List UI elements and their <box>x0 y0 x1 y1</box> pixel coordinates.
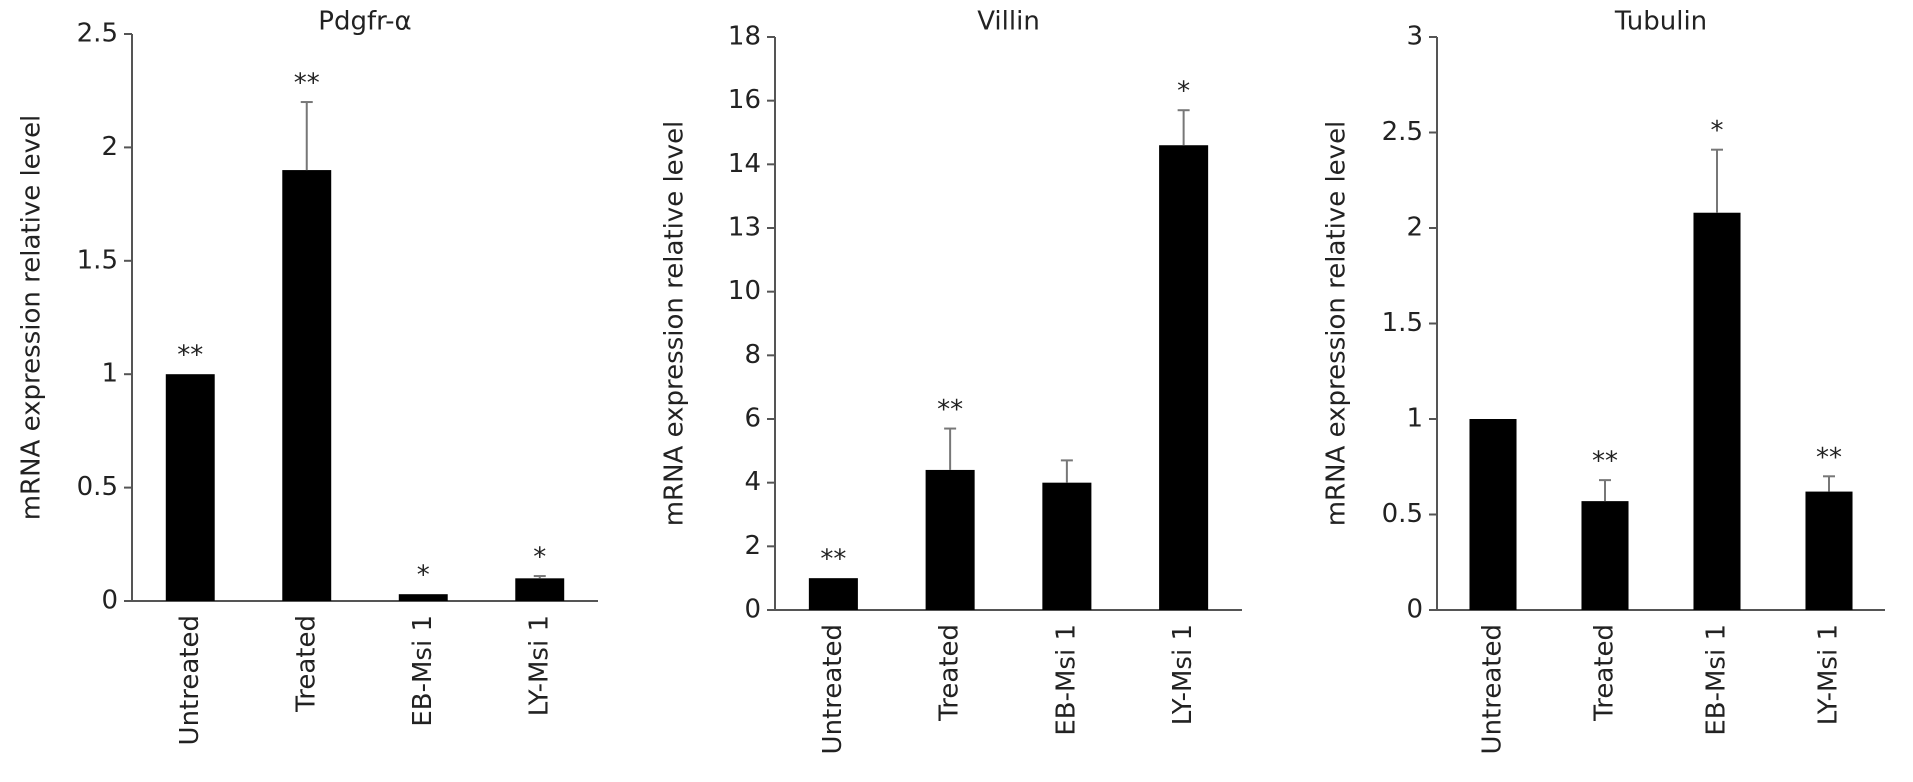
y-tick-label: 4 <box>744 467 761 497</box>
y-tick-label: 1 <box>101 359 118 389</box>
significance: * <box>1177 77 1190 107</box>
y-tick-label: 0 <box>101 586 118 616</box>
y-tick-label: 0.5 <box>77 472 118 502</box>
x-tick-label: EB-Msi 1 <box>1702 624 1732 736</box>
bar <box>1581 501 1629 610</box>
y-axis-label: mRNA expression relative level <box>660 121 690 527</box>
significance: * <box>533 543 546 573</box>
significance: * <box>417 561 430 591</box>
y-tick-label: 18 <box>728 22 761 52</box>
y-tick-label: 6 <box>744 404 761 434</box>
y-tick-label: 2.5 <box>77 19 118 49</box>
y-tick-label: 10 <box>728 276 761 306</box>
bar <box>925 469 975 610</box>
significance: * <box>1711 116 1724 146</box>
bar <box>165 374 215 601</box>
y-tick-label: 14 <box>728 149 761 179</box>
bar <box>1159 145 1209 610</box>
y-tick-label: 13 <box>728 213 761 243</box>
bar <box>282 170 332 601</box>
x-tick-label: Treated <box>291 615 321 713</box>
y-tick-label: 2 <box>1406 213 1423 243</box>
significance: ** <box>1592 447 1618 477</box>
x-tick-label: Untreated <box>1478 624 1508 754</box>
bar <box>1805 491 1853 610</box>
x-tick-label: Treated <box>935 624 965 722</box>
significance: ** <box>937 395 963 425</box>
bar <box>1469 419 1517 610</box>
y-tick-label: 2 <box>101 132 118 162</box>
bar <box>515 578 565 601</box>
x-tick-label: Untreated <box>175 615 205 745</box>
chart-title: Tubulin <box>1614 7 1707 37</box>
y-tick-label: 0 <box>1406 595 1423 625</box>
y-tick-label: 2 <box>744 531 761 561</box>
significance: ** <box>294 69 320 99</box>
x-tick-label: EB-Msi 1 <box>408 615 438 727</box>
y-tick-label: 1 <box>1406 404 1423 434</box>
y-tick-label: 0.5 <box>1382 499 1423 529</box>
y-axis-label: mRNA expression relative level <box>17 115 47 521</box>
x-tick-label: Treated <box>1590 624 1620 722</box>
y-tick-label: 3 <box>1406 22 1423 52</box>
significance: ** <box>177 341 203 371</box>
bar <box>808 578 858 610</box>
significance: ** <box>1816 443 1842 473</box>
x-tick-label: EB-Msi 1 <box>1051 624 1081 736</box>
y-tick-label: 0 <box>744 595 761 625</box>
y-tick-label: 8 <box>744 340 761 370</box>
bar <box>1042 482 1092 610</box>
y-axis-label: mRNA expression relative level <box>1322 121 1352 527</box>
x-tick-label: LY-Msi 1 <box>524 615 554 716</box>
x-tick-label: Untreated <box>818 624 848 754</box>
chart-title: Villin <box>977 7 1040 37</box>
x-tick-label: LY-Msi 1 <box>1814 624 1844 725</box>
y-tick-label: 1.5 <box>77 245 118 275</box>
bar <box>398 594 448 601</box>
y-tick-label: 1.5 <box>1382 308 1423 338</box>
y-tick-label: 2.5 <box>1382 117 1423 147</box>
y-tick-label: 16 <box>728 85 761 115</box>
significance: ** <box>820 545 846 575</box>
chart-title: Pdgfr-α <box>318 7 411 37</box>
bar <box>1693 212 1741 610</box>
x-tick-label: LY-Msi 1 <box>1168 624 1198 725</box>
